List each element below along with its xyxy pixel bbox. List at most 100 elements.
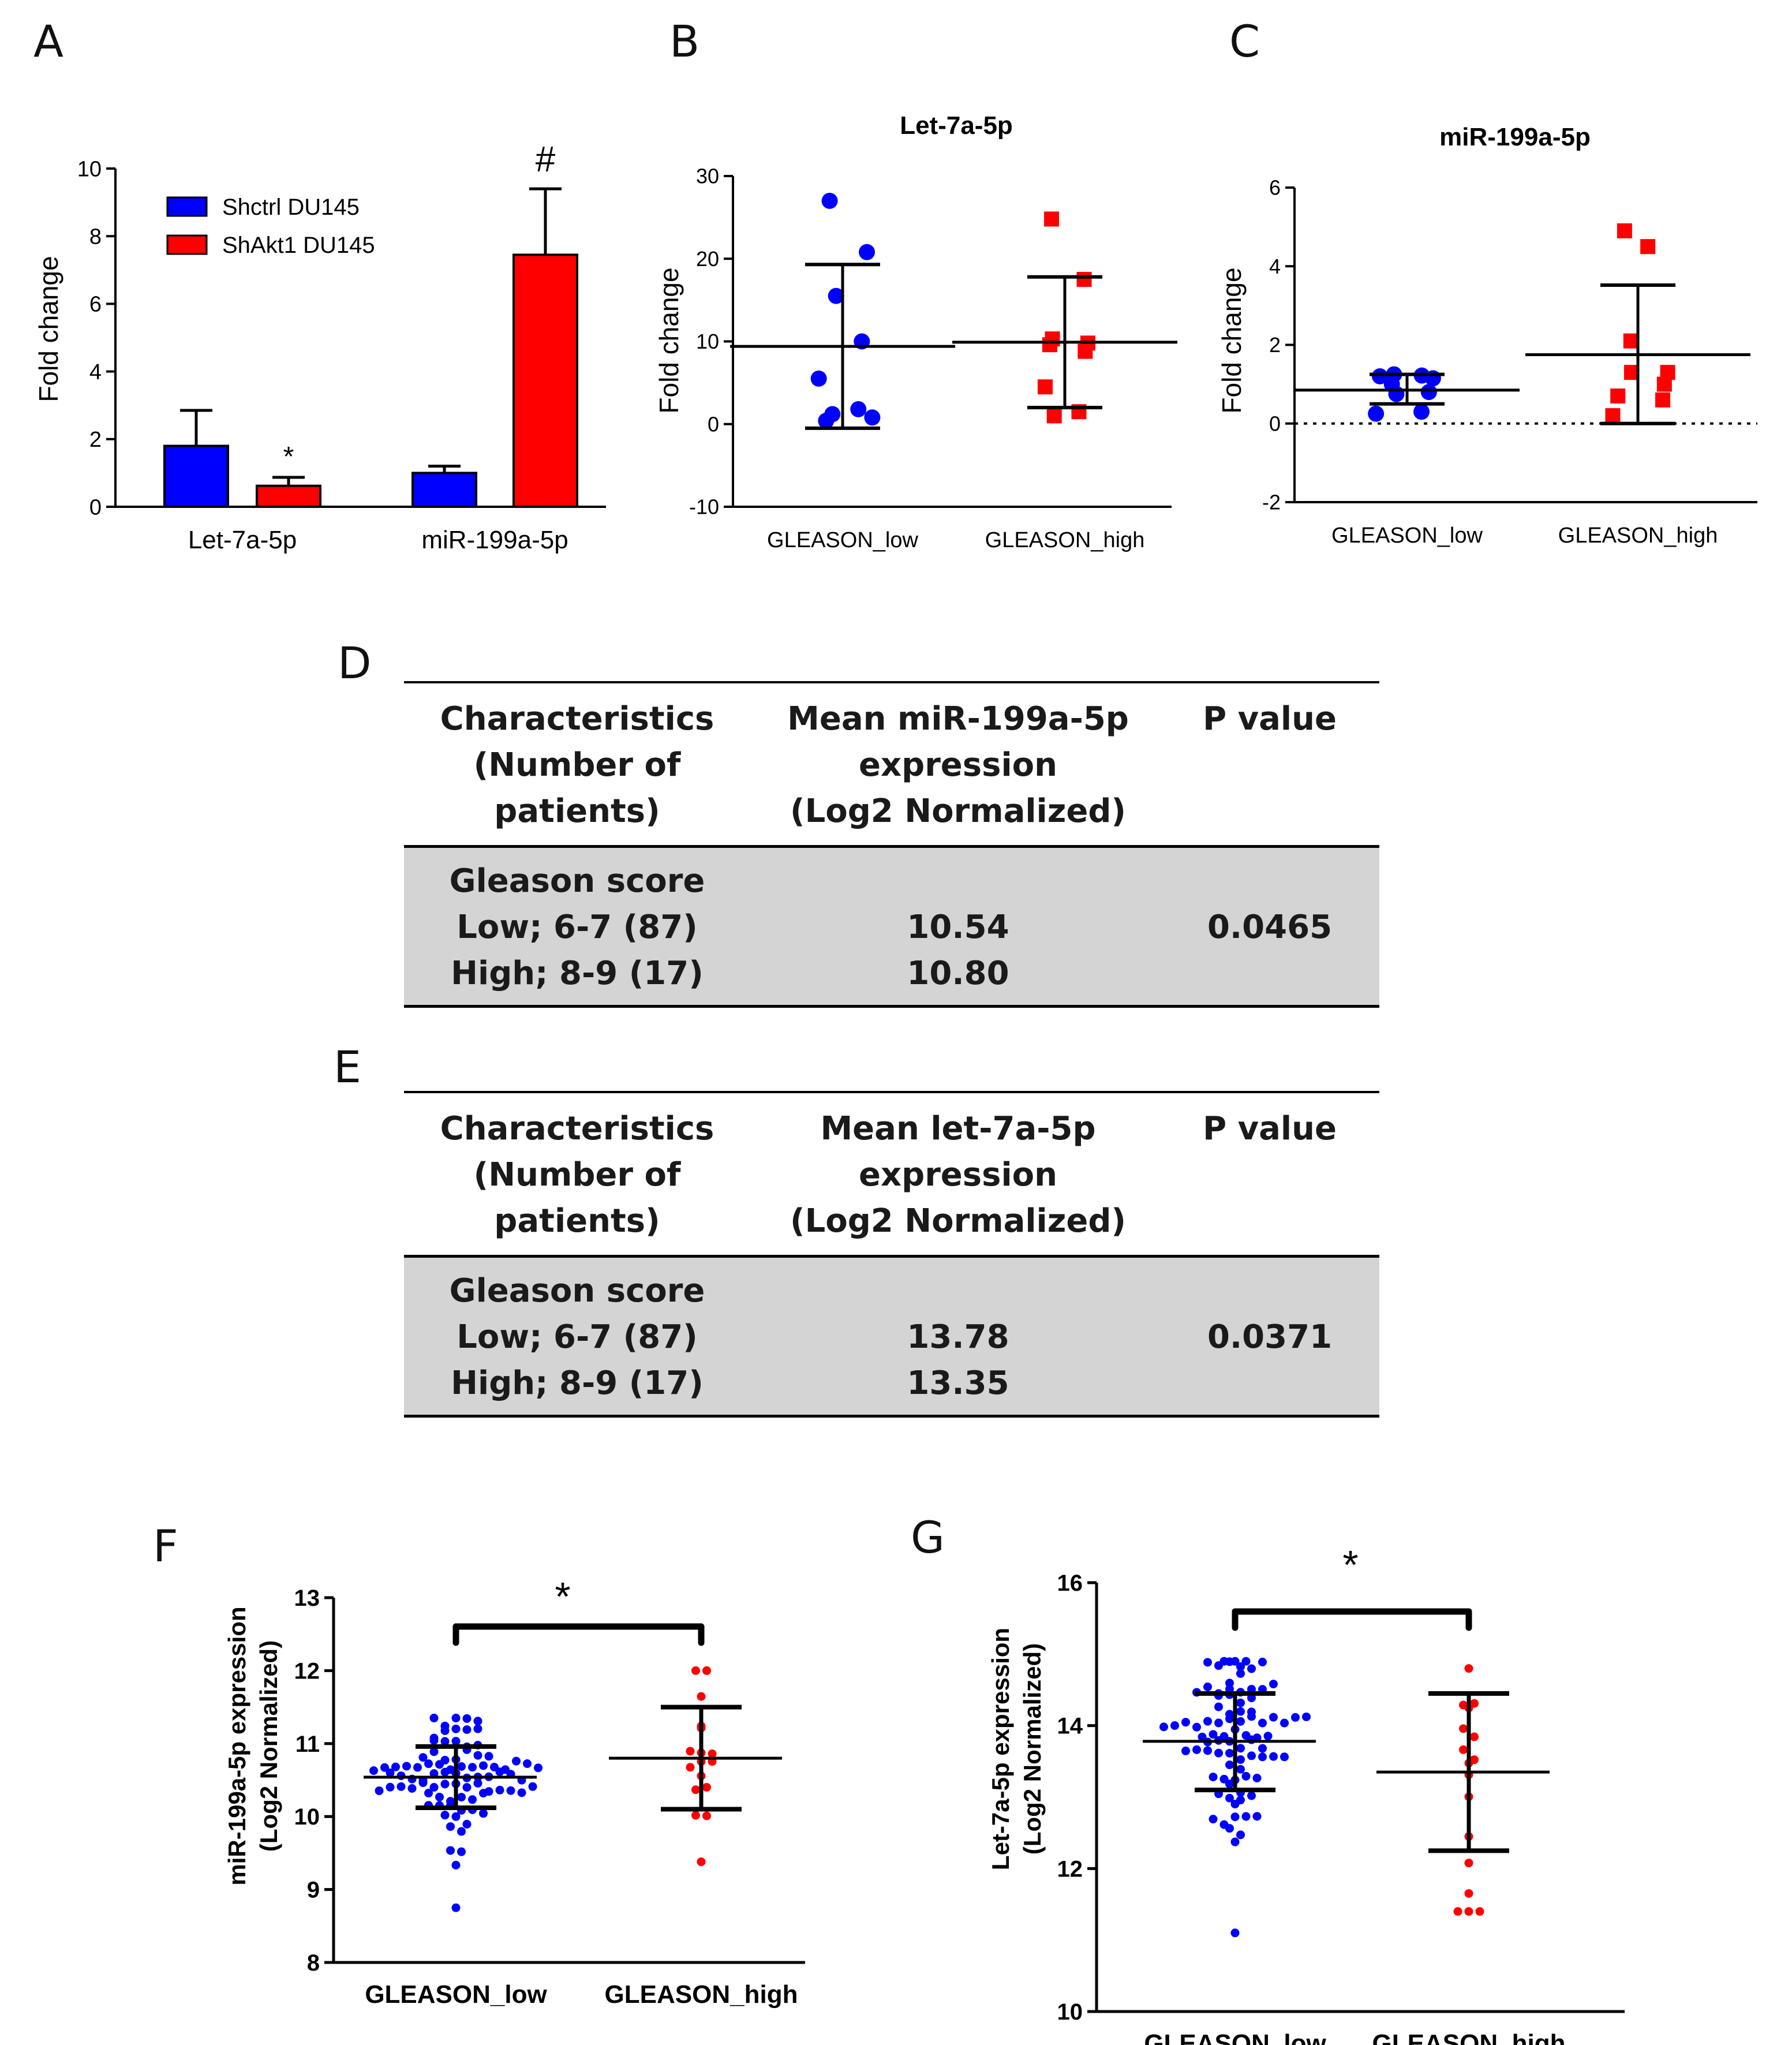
table-d-col-pvalue: P value (1203, 700, 1337, 738)
table-e-values: 13.78 13.35 (773, 1314, 1143, 1407)
chart-f-category-label: GLEASON_low (365, 1980, 547, 2009)
data-point (1241, 1812, 1251, 1821)
data-point (702, 1811, 711, 1820)
data-point (473, 1724, 482, 1733)
data-point (1230, 1837, 1240, 1846)
table-d-col1-line1: Characteristics (440, 700, 714, 738)
data-point (1236, 1669, 1245, 1678)
data-point (495, 1767, 504, 1777)
data-point (1203, 1658, 1212, 1667)
data-point (828, 287, 844, 304)
chart-b-title: Let-7a-5p (900, 111, 1013, 140)
data-point (691, 1666, 700, 1675)
significance-bracket (1232, 1608, 1472, 1631)
data-point (1170, 1721, 1179, 1730)
data-point (462, 1783, 472, 1792)
table-e-body: Gleason score Low; 6-7 (87) High; 8-9 (1… (404, 1258, 1379, 1418)
table-e-low-value: 13.78 (907, 1318, 1009, 1356)
data-point (1225, 1779, 1234, 1789)
data-point (1413, 403, 1430, 420)
table-d-row-title: Gleason score Low; 6-7 (87) High; 8-9 (1… (404, 858, 750, 997)
data-point (1236, 1698, 1245, 1707)
chart-g-ytick-label: 12 (1057, 1856, 1083, 1882)
data-point (1420, 384, 1437, 401)
data-point (1181, 1718, 1190, 1727)
data-point (1225, 1793, 1234, 1803)
data-point (1159, 1722, 1168, 1732)
data-point (1236, 1744, 1245, 1753)
chart-a: Fold change Shctrl DU145 ShAkt1 DU145 0 2… (33, 140, 606, 554)
data-point (697, 1692, 706, 1701)
chart-f-ytick-label: 11 (295, 1732, 320, 1757)
data-point (1247, 1712, 1256, 1721)
data-point (1656, 376, 1672, 392)
chart-b-category-label: GLEASON_high (985, 528, 1145, 552)
data-point (1230, 1812, 1240, 1822)
data-point (386, 1782, 395, 1792)
data-point (686, 1763, 695, 1772)
table-d-high-value: 10.80 (907, 955, 1009, 992)
chart-b-ytick-label: 10 (696, 330, 719, 353)
data-point (446, 1846, 455, 1855)
chart-g: Let-7a-5p expression (Log2 Normalized) *… (987, 1542, 1625, 2045)
data-point (1225, 1748, 1234, 1758)
data-point (697, 1857, 706, 1867)
data-point (1263, 1732, 1273, 1741)
table-d-col-characteristics: Characteristics (Number of patients) (404, 696, 750, 835)
data-point (1252, 1774, 1262, 1783)
data-point (440, 1737, 450, 1746)
data-point (818, 413, 835, 429)
data-point (429, 1736, 439, 1745)
data-point (1192, 1722, 1201, 1732)
data-point (396, 1782, 406, 1791)
table-e-col2-line3: (Log2 Normalized) (790, 1202, 1127, 1240)
data-point (473, 1778, 482, 1788)
data-point (702, 1666, 711, 1675)
data-point (1269, 1713, 1278, 1722)
data-point (457, 1762, 466, 1771)
table-e-col-characteristics: Characteristics (Number of patients) (404, 1106, 750, 1244)
data-point (1046, 408, 1062, 424)
chart-g-significance: * (1342, 1542, 1358, 1587)
chart-c-ytick-label: 2 (1269, 333, 1281, 357)
chart-a-ytick-label: 6 (89, 293, 102, 317)
data-point (1247, 1791, 1256, 1800)
table-d-values: 10.54 10.80 (773, 904, 1143, 997)
chart-c-ylabel: Fold change (1217, 267, 1247, 413)
data-point (1078, 343, 1093, 359)
chart-a-ytick-label: 0 (89, 495, 102, 519)
data-point (702, 1783, 711, 1792)
chart-f-significance: * (555, 1574, 570, 1619)
data-point (1623, 333, 1638, 349)
chart-b: Let-7a-5p Fold change -10 0 10 20 30 GLEASON_… (654, 111, 1177, 552)
chart-a-ytick-label: 4 (89, 360, 102, 384)
data-point (1241, 1657, 1251, 1666)
data-point (1236, 1662, 1245, 1672)
data-point (506, 1786, 515, 1795)
chart-a-annotation-hash: # (536, 140, 556, 180)
data-point (1640, 239, 1656, 255)
data-point (1209, 1815, 1218, 1824)
table-e-low-label: Low; 6-7 (87) (457, 1318, 698, 1356)
data-point (1225, 1657, 1234, 1666)
data-point (1269, 1752, 1278, 1761)
data-point (462, 1819, 472, 1829)
table-e-col1-line2: (Number of (473, 1156, 681, 1194)
chart-a-category-label: Let-7a-5p (188, 526, 297, 554)
panel-label-f: F (153, 1520, 178, 1572)
table-d-col2-line3: (Log2 Normalized) (790, 792, 1127, 830)
table-d-high-label: High; 8-9 (17) (451, 955, 704, 992)
data-point (528, 1782, 537, 1791)
data-point (1214, 1702, 1223, 1711)
table-e-col2-line2: expression (859, 1156, 1057, 1194)
data-point (1247, 1751, 1256, 1760)
chart-f-ylabel: miR-199a-5p expression (223, 1606, 250, 1885)
data-point (386, 1768, 395, 1777)
legend-label-shctrl: Shctrl DU145 (222, 195, 360, 220)
data-point (402, 1762, 411, 1771)
table-e-col-mean: Mean let-7a-5p expression (Log2 Normaliz… (773, 1106, 1143, 1244)
data-point (859, 244, 876, 260)
chart-f-ytick-label: 8 (307, 1950, 320, 1976)
data-point (1236, 1755, 1245, 1764)
data-point (495, 1785, 504, 1794)
